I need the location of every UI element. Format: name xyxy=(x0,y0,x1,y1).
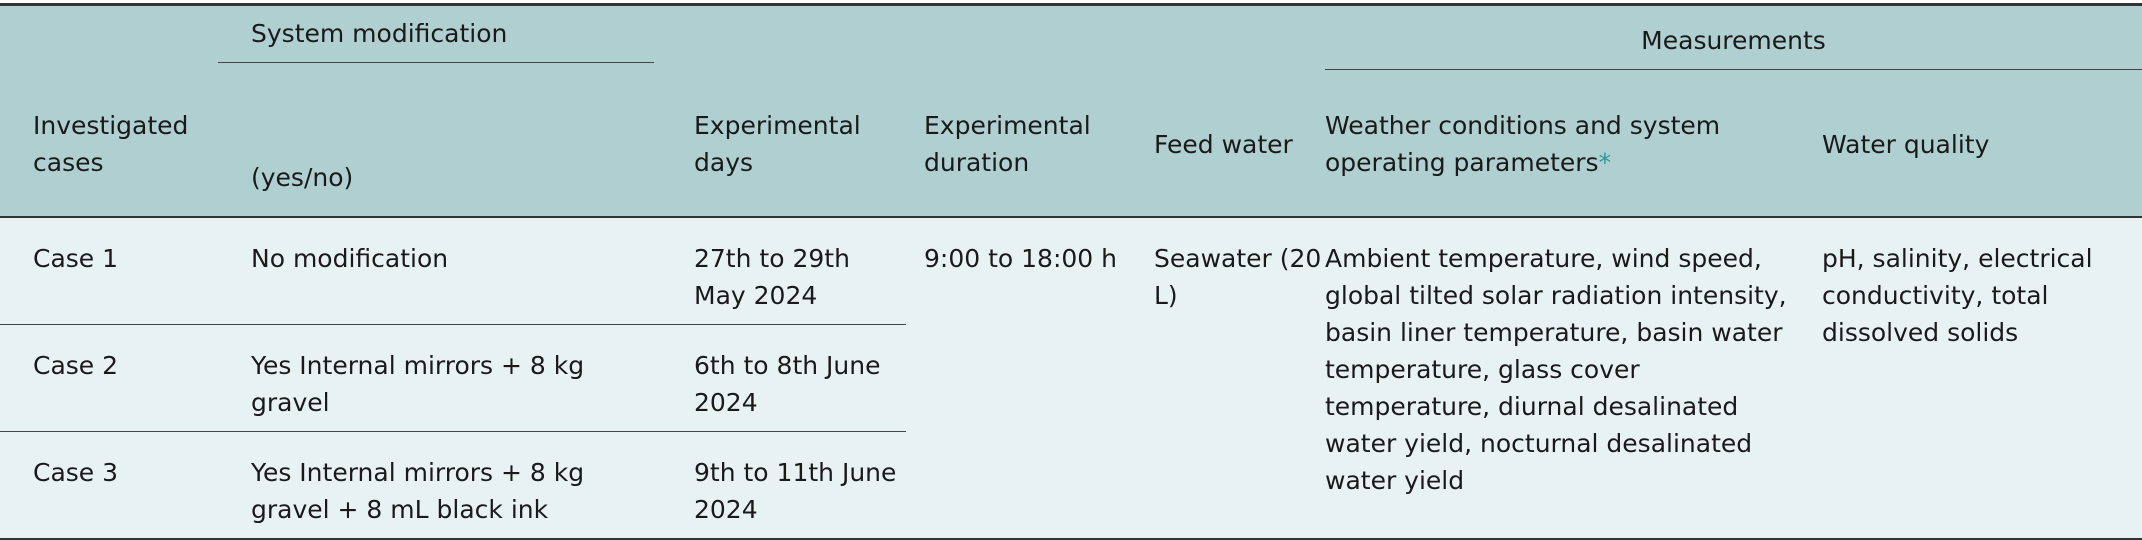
header-empty-cell xyxy=(0,3,218,72)
header-empty-cell xyxy=(1136,3,1325,72)
yes-no-header: (yes/no) xyxy=(218,72,654,218)
measurements-group: Measurements xyxy=(1325,3,2142,72)
table-row: Case 2 Yes Internal mirrors + 8 kg grave… xyxy=(0,324,2142,432)
case-cell: Case 2 xyxy=(0,324,218,432)
experimental-duration-header: Experimental duration xyxy=(906,72,1136,218)
days-cell: 6th to 8th June 2024 xyxy=(654,324,906,432)
investigated-cases-label: Investigated cases xyxy=(33,111,189,177)
measurements-header: Measurements xyxy=(1325,8,2142,70)
feed-water-label: Feed water xyxy=(1154,129,1293,159)
experimental-duration-label: Experimental duration xyxy=(924,111,1091,177)
experimental-days-header: Experimental days xyxy=(654,72,906,218)
investigated-cases-header: Investigated cases xyxy=(0,72,218,218)
days-cell: 27th to 29th May 2024 xyxy=(654,217,906,325)
water-quality-label: Water quality xyxy=(1822,129,1990,159)
header-row-1: System modification Measurements xyxy=(0,3,2142,72)
system-modification-group: System modification xyxy=(218,3,654,72)
feed-water-header: Feed water xyxy=(1136,72,1325,218)
water-quality-cell: pH, salinity, electrical conductivity, t… xyxy=(1822,217,2142,540)
header-row-2: Investigated cases (yes/no) Experimental… xyxy=(0,72,2142,218)
weather-params-cell: Ambient temperature, wind speed, global … xyxy=(1325,217,1822,540)
system-modification-header: System modification xyxy=(218,15,654,63)
water-quality-header: Water quality xyxy=(1822,72,2142,218)
modification-cell: No modification xyxy=(218,217,654,325)
header-empty-cell xyxy=(654,3,906,72)
yes-no-label: (yes/no) xyxy=(251,163,354,192)
experiment-table: System modification Measurements Investi… xyxy=(0,3,2142,540)
modification-cell: Yes Internal mirrors + 8 kg gravel xyxy=(218,324,654,432)
weather-conditions-label: Weather conditions and system operating … xyxy=(1325,111,1721,177)
modification-cell: Yes Internal mirrors + 8 kg gravel + 8 m… xyxy=(218,431,654,540)
experimental-days-label: Experimental days xyxy=(694,111,861,177)
footnote-marker: * xyxy=(1598,148,1612,177)
case-cell: Case 3 xyxy=(0,431,218,540)
weather-conditions-header: Weather conditions and system operating … xyxy=(1325,72,1822,218)
table-row: Case 1 No modification 27th to 29th May … xyxy=(0,217,2142,540)
case-cell: Case 1 xyxy=(0,217,218,325)
feed-water-cell: Seawater (20 L) xyxy=(1136,217,1325,540)
days-cell: 9th to 11th June 2024 xyxy=(654,431,906,540)
header-empty-cell xyxy=(906,3,1136,72)
table-wrapper: System modification Measurements Investi… xyxy=(0,3,2142,540)
duration-cell: 9:00 to 18:00 h xyxy=(906,217,1136,540)
